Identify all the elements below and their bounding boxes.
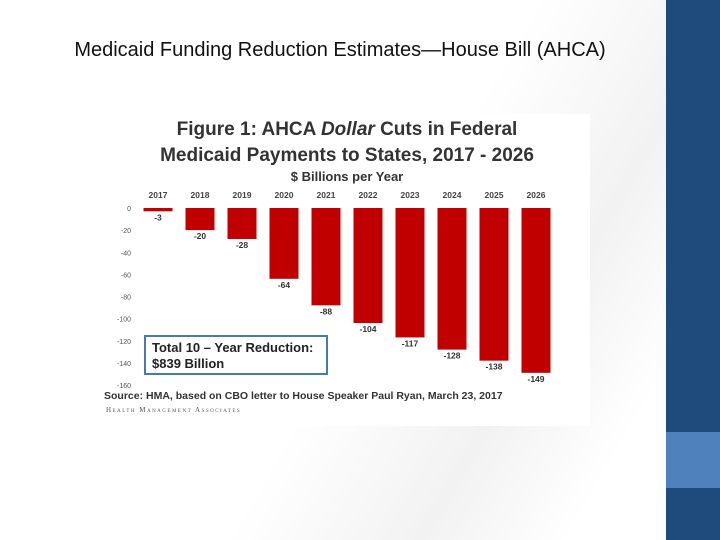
data-label: -104 <box>359 324 376 334</box>
figure-title-line2: Medicaid Payments to States, 2017 - 2026 <box>160 145 534 166</box>
y-tick-label: -80 <box>121 295 131 302</box>
figure-subtitle: $ Billions per Year <box>290 169 404 184</box>
data-label: -28 <box>236 240 249 250</box>
x-tick-label: 2026 <box>527 190 546 200</box>
y-tick-label: -140 <box>117 361 131 368</box>
data-label: -138 <box>485 362 502 372</box>
data-label: -3 <box>154 212 162 222</box>
bar <box>479 208 509 361</box>
credit-logo-text: Health Management Associates <box>106 406 242 414</box>
x-tick-label: 2023 <box>401 190 420 200</box>
x-tick-label: 2019 <box>233 190 252 200</box>
data-label: -117 <box>402 338 419 348</box>
total-reduction-callout: Total 10 – Year Reduction: $839 Billion <box>144 335 328 375</box>
y-tick-label: -100 <box>117 317 131 324</box>
y-tick-label: -40 <box>121 250 131 257</box>
bar <box>437 208 467 350</box>
x-tick-label: 2021 <box>317 190 336 200</box>
figure-title-suffix: Cuts in Federal <box>374 119 518 140</box>
bar <box>311 208 341 306</box>
y-tick-label: -120 <box>117 339 131 346</box>
x-tick-label: 2024 <box>443 190 462 200</box>
total-label: Total 10 – Year Reduction: <box>152 340 314 355</box>
bar <box>143 208 173 212</box>
bar <box>521 208 551 373</box>
bar <box>353 208 383 324</box>
bar <box>269 208 299 279</box>
y-tick-label: 0 <box>127 206 131 213</box>
bar <box>395 208 425 338</box>
data-label: -64 <box>278 280 291 290</box>
figure-title-emphasis: Dollar <box>320 119 375 140</box>
x-tick-label: 2018 <box>191 190 210 200</box>
data-label: -88 <box>320 306 333 316</box>
bar-chart: 0 -20 -40 -60 -80 -100 -120 -140 -160 2017 2018 201… <box>117 190 551 390</box>
figure-title-prefix: Figure 1: AHCA <box>176 119 321 140</box>
slide-title: Medicaid Funding Reduction Estimates—Hou… <box>74 39 606 61</box>
source-note: Source: HMA, based on CBO letter to Hous… <box>104 390 503 402</box>
x-tick-label: 2025 <box>485 190 504 200</box>
y-tick-label: -160 <box>117 383 131 390</box>
total-value: $839 Billion <box>152 356 225 371</box>
data-label: -128 <box>443 351 460 361</box>
x-tick-label: 2020 <box>275 190 294 200</box>
y-tick-label: -20 <box>121 228 131 235</box>
chart-figure: Figure 1: AHCA Dollar Cuts in Federal Me… <box>104 114 590 426</box>
x-tick-label: 2022 <box>359 190 378 200</box>
bar <box>185 208 215 231</box>
x-tick-label: 2017 <box>149 190 168 200</box>
y-tick-label: -60 <box>121 272 131 279</box>
side-accent-decoration <box>666 432 720 488</box>
data-label: -149 <box>527 374 544 384</box>
figure-title-line1: Figure 1: AHCA Dollar Cuts in Federal <box>104 118 590 142</box>
data-label: -20 <box>194 231 207 241</box>
bar <box>227 208 257 239</box>
